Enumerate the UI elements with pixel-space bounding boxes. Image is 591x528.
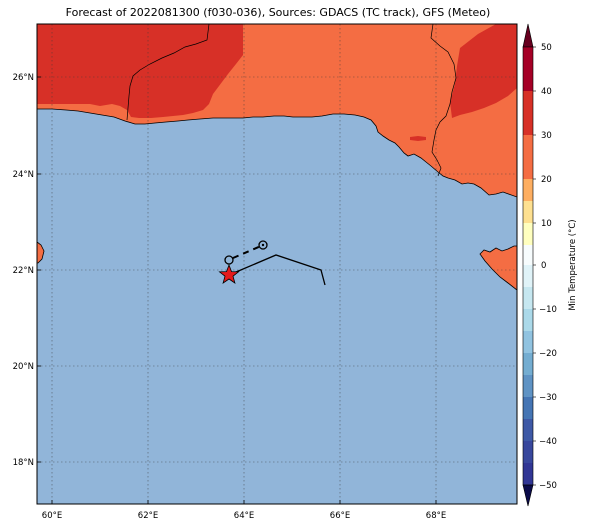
x-tick-label: 66°E [330, 511, 350, 521]
colorbar-segment [523, 441, 533, 463]
colorbar-segment [523, 47, 533, 91]
country-border-west [126, 24, 210, 121]
land-warm-region-east [450, 24, 517, 118]
colorbar-segment [523, 223, 533, 245]
y-tick-label: 20°N [13, 362, 34, 372]
colorbar-segment [523, 265, 533, 287]
colorbar-segment [523, 135, 533, 179]
map-title: Forecast of 2022081300 (f030-036), Sourc… [65, 6, 491, 19]
colorbar-segment [523, 309, 533, 331]
colorbar-segment [523, 179, 533, 201]
colorbar-segment [523, 287, 533, 309]
colorbar-segment [523, 419, 533, 441]
colorbar-tick-label: 40 [541, 87, 552, 97]
colorbar-top-extend [522, 23, 534, 48]
colorbar-tick-label: 20 [541, 175, 552, 185]
land-warm-region-west [37, 24, 243, 118]
map-frame [36, 23, 518, 505]
colorbar-tick-label: 0 [541, 261, 546, 271]
x-tick-label: 62°E [138, 511, 158, 521]
colorbar-tick-label: −20 [539, 349, 557, 359]
land-warm-patch [410, 136, 426, 141]
forecast-track-dashes [232, 245, 262, 259]
colorbar-frame [522, 46, 534, 486]
y-tick-label: 22°N [13, 266, 34, 276]
colorbar: 50 40 30 20 10 0 −10 −20 −30 −40 −50 Min… [522, 23, 578, 507]
colorbar-bottom-extend [522, 484, 534, 507]
map-panel [37, 24, 517, 504]
colorbar-tick-label: −50 [539, 481, 557, 491]
colorbar-segment [523, 353, 533, 375]
colorbar-tick-label: −30 [539, 393, 557, 403]
colorbar-segment [523, 201, 533, 223]
colorbar-segment [523, 91, 533, 135]
colorbar-tick-label: 50 [541, 43, 552, 53]
colorbar-tick-label: −10 [539, 305, 557, 315]
storm-track-line [228, 254, 326, 286]
colorbar-axis-label: Min Temperature (°C) [568, 219, 578, 310]
colorbar-segment [523, 245, 533, 265]
colorbar-tick-label: −40 [539, 437, 557, 447]
colorbar-tick-label: 30 [541, 131, 552, 141]
colorbar-segment [523, 375, 533, 397]
forecast-point-dot [261, 243, 265, 247]
colorbar-segment [523, 463, 533, 485]
storm-current-position-star [218, 263, 240, 284]
country-border-east [430, 24, 457, 177]
colorbar-tick-label: 10 [541, 219, 552, 229]
y-tick-label: 24°N [13, 170, 34, 180]
tick-marks [37, 76, 437, 504]
graticule [37, 24, 517, 504]
y-tick-label: 26°N [13, 73, 34, 83]
colorbar-segment [523, 331, 533, 353]
y-tick-label: 18°N [13, 458, 34, 468]
x-tick-label: 60°E [42, 511, 62, 521]
x-tick-label: 68°E [426, 511, 446, 521]
x-tick-label: 64°E [234, 511, 254, 521]
forecast-point-circle [258, 240, 268, 250]
colorbar-segment [523, 397, 533, 419]
land-gujarat [479, 245, 517, 291]
land-oman-tip [37, 241, 45, 264]
